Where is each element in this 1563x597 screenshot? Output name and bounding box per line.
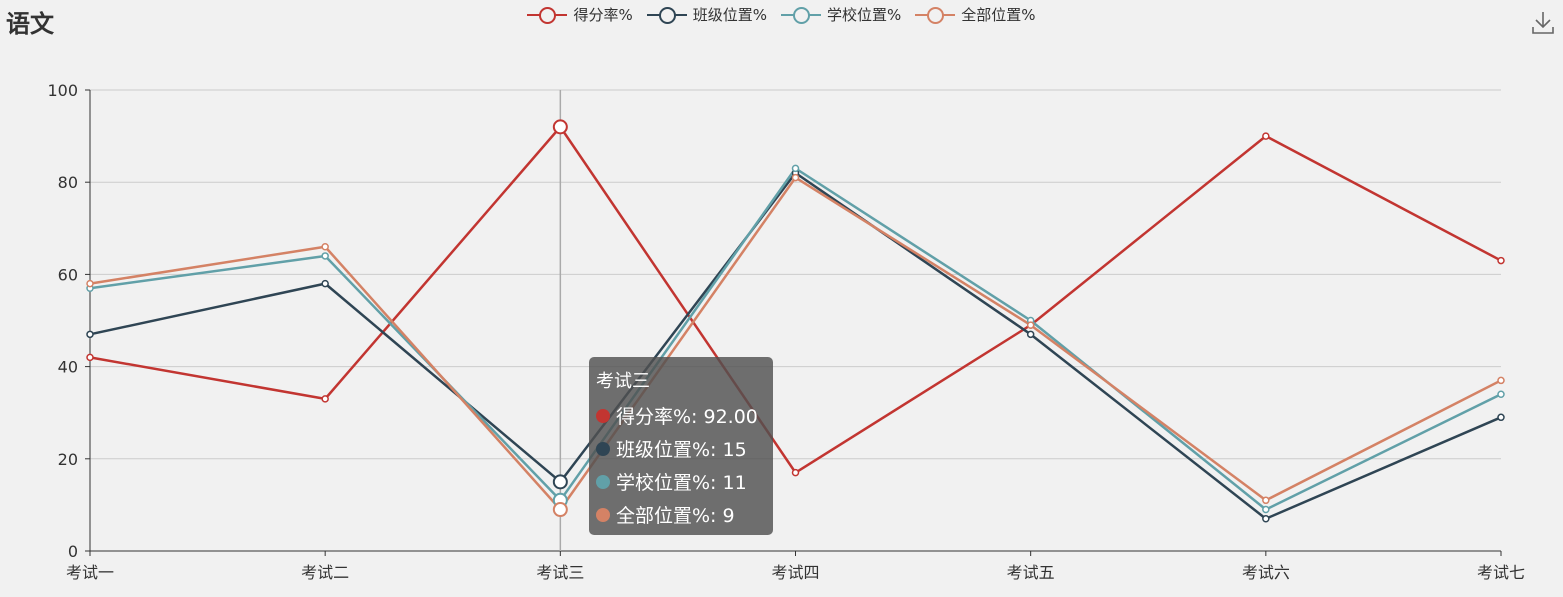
- tooltip-label-school: 学校位置%: 11: [616, 472, 747, 494]
- tooltip-label-class: 班级位置%: 15: [616, 439, 747, 461]
- tooltip: 考试三 得分率%: 92.00 班级位置%: 15 学校位置%: 11 全部位置…: [589, 357, 773, 535]
- legend-label-score: 得分率%: [573, 6, 633, 24]
- tooltip-label-score: 得分率%: 92.00: [616, 406, 758, 428]
- legend-swatch-score: [527, 6, 568, 24]
- data-point: [1497, 256, 1505, 265]
- data-point: [552, 474, 568, 490]
- data-point: [321, 395, 329, 403]
- data-point: [1262, 496, 1270, 505]
- data-point: [552, 502, 568, 518]
- y-tick-label: 60: [58, 265, 78, 284]
- download-button[interactable]: [1531, 10, 1555, 36]
- y-tick-label: 100: [47, 81, 78, 100]
- data-point: [321, 252, 329, 260]
- series-line-3: [89, 176, 1502, 511]
- x-tick-label: 考试二: [301, 563, 349, 582]
- data-point: [552, 119, 568, 135]
- data-point: [791, 468, 800, 477]
- x-tick-label: 考试一: [66, 563, 114, 582]
- data-point: [86, 330, 94, 339]
- data-point: [86, 279, 94, 288]
- x-tick-label: 考试三: [536, 563, 584, 582]
- data-point: [86, 353, 94, 362]
- data-point: [1026, 321, 1035, 329]
- legend-item-school[interactable]: 学校位置%: [781, 4, 901, 25]
- data-point: [1262, 505, 1270, 514]
- y-tick-label: 40: [58, 358, 78, 377]
- x-tick-label: 考试四: [771, 563, 819, 582]
- tooltip-title: 考试三: [596, 371, 650, 392]
- tooltip-dot-score: [596, 408, 610, 423]
- download-icon: [1532, 12, 1554, 34]
- legend-swatch-class: [646, 6, 687, 24]
- legend-swatch-school: [781, 6, 821, 24]
- y-tick-label: 0: [68, 542, 78, 561]
- data-point: [1262, 514, 1270, 523]
- data-point: [1497, 376, 1505, 385]
- tooltip-dot-school: [596, 474, 610, 489]
- legend-label-school: 学校位置%: [827, 6, 902, 24]
- chart-title: 语文: [6, 10, 54, 38]
- data-point: [791, 173, 800, 182]
- data-point: [321, 242, 329, 251]
- tooltip-row-score: 得分率%: 92.00: [596, 399, 766, 432]
- tooltip-row-all: 全部位置%: 9: [596, 498, 766, 531]
- x-tick-label: 考试五: [1007, 563, 1055, 582]
- legend-item-class[interactable]: 班级位置%: [646, 4, 767, 25]
- tooltip-dot-class: [596, 441, 610, 456]
- data-point: [1262, 132, 1270, 140]
- tooltip-row-school: 学校位置%: 11: [596, 465, 766, 498]
- data-point: [1497, 413, 1505, 422]
- data-point: [321, 279, 329, 288]
- data-point: [1497, 390, 1505, 399]
- legend-item-score[interactable]: 得分率%: [527, 4, 633, 25]
- legend-label-all: 全部位置%: [961, 6, 1036, 24]
- tooltip-label-all: 全部位置%: 9: [616, 505, 735, 527]
- legend: 得分率% 班级位置% 学校位置% 全部位置%: [0, 4, 1563, 25]
- x-tick-label: 考试六: [1242, 563, 1290, 582]
- legend-swatch-all: [915, 6, 956, 24]
- data-point: [791, 164, 800, 173]
- tooltip-row-class: 班级位置%: 15: [596, 432, 766, 465]
- legend-label-class: 班级位置%: [692, 6, 767, 24]
- series-line-1: [89, 171, 1502, 520]
- y-tick-label: 80: [58, 173, 78, 192]
- y-tick-label: 20: [58, 450, 78, 469]
- data-point: [1026, 330, 1035, 339]
- legend-item-all[interactable]: 全部位置%: [915, 4, 1036, 25]
- tooltip-dot-all: [596, 507, 610, 522]
- x-tick-label: 考试七: [1477, 563, 1525, 582]
